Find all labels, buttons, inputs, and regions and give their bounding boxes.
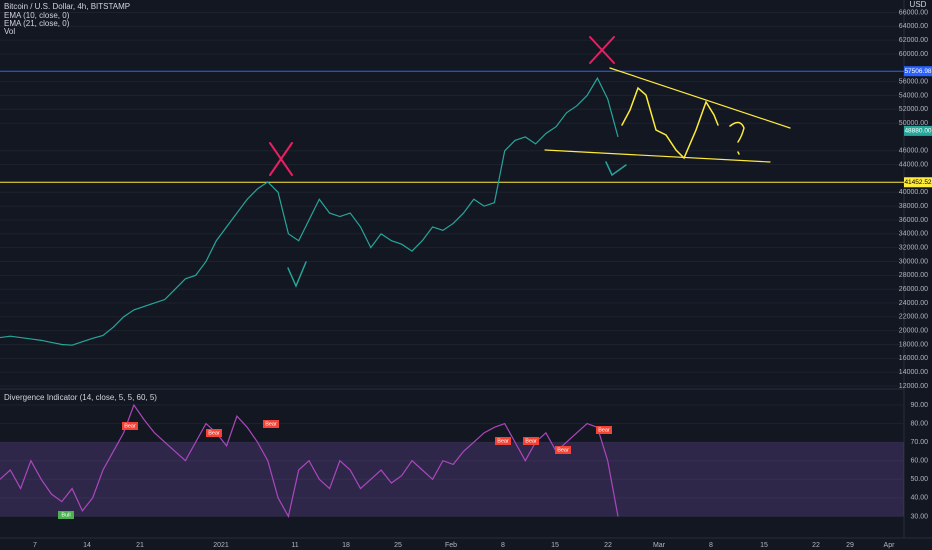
triangle bbox=[544, 67, 791, 163]
drawings bbox=[269, 36, 791, 288]
signal-label: Bear bbox=[497, 438, 509, 444]
price-tick-label: 22000.00 bbox=[899, 314, 928, 321]
osc-tick-label: 70.00 bbox=[910, 439, 928, 446]
osc-tick-label: 60.00 bbox=[910, 458, 928, 465]
signal-badge bbox=[206, 429, 222, 437]
price-tick-label: 62000.00 bbox=[899, 37, 928, 44]
price-tick-label: 60000.00 bbox=[899, 51, 928, 58]
price-tick-label: 50000.00 bbox=[899, 120, 928, 127]
time-label: 15 bbox=[551, 542, 559, 549]
price-tick-label: 44000.00 bbox=[899, 161, 928, 168]
signal-badge bbox=[596, 426, 612, 434]
time-label: 7 bbox=[33, 542, 37, 549]
time-label: Mar bbox=[653, 542, 666, 549]
time-label: 2021 bbox=[213, 542, 229, 549]
price-tick-label: 16000.00 bbox=[899, 355, 928, 362]
signal-badge bbox=[58, 511, 74, 519]
last-price-badge bbox=[904, 125, 932, 136]
time-label: 22 bbox=[604, 542, 612, 549]
price-tick-label: 26000.00 bbox=[899, 286, 928, 293]
time-label: 15 bbox=[760, 542, 768, 549]
indicator-legend: EMA (10, close, 0) bbox=[4, 11, 70, 20]
osc-tick-label: 90.00 bbox=[910, 402, 928, 409]
osc-tick-label: 30.00 bbox=[910, 513, 928, 520]
signal-badge bbox=[263, 420, 279, 428]
time-label: Apr bbox=[884, 542, 896, 549]
signal-badge bbox=[523, 437, 539, 445]
level-label: 57506.98 bbox=[904, 68, 931, 75]
signal-label: Bear bbox=[124, 423, 136, 429]
price-tick-label: 36000.00 bbox=[899, 217, 928, 224]
osc-tick-label: 80.00 bbox=[910, 420, 928, 427]
last-price-label: 48880.00 bbox=[904, 128, 931, 135]
x-mark bbox=[589, 36, 615, 64]
signal-badge bbox=[122, 422, 138, 430]
oscillator-line bbox=[0, 403, 619, 519]
time-label: 18 bbox=[342, 542, 350, 549]
price-tick-label: 12000.00 bbox=[899, 383, 928, 390]
signal-label: Bear bbox=[598, 427, 610, 433]
time-label: 11 bbox=[291, 542, 298, 549]
forecast-path bbox=[621, 86, 719, 160]
level-badge bbox=[904, 66, 932, 77]
time-label: Feb bbox=[445, 542, 457, 549]
level-badge bbox=[904, 177, 932, 188]
symbol-title: Bitcoin / U.S. Dollar, 4h, BITSTAMP bbox=[4, 2, 130, 11]
time-label: 8 bbox=[501, 542, 505, 549]
price-tick-label: 66000.00 bbox=[899, 9, 928, 16]
check-mark bbox=[287, 261, 307, 288]
time-label: 29 bbox=[846, 542, 854, 549]
price-tick-label: 40000.00 bbox=[899, 189, 928, 196]
price-tick-label: 56000.00 bbox=[899, 78, 928, 85]
level-label: 41452.52 bbox=[904, 179, 931, 186]
price-tick-label: 20000.00 bbox=[899, 328, 928, 335]
question-mark bbox=[729, 121, 745, 155]
osc-band bbox=[0, 442, 904, 517]
price-tick-label: 18000.00 bbox=[899, 341, 928, 348]
time-label: 25 bbox=[394, 542, 402, 549]
price-tick-label: 64000.00 bbox=[899, 23, 928, 30]
grid bbox=[0, 11, 904, 517]
price-tick-label: 52000.00 bbox=[899, 106, 928, 113]
price-tick-label: 30000.00 bbox=[899, 258, 928, 265]
signal-label: Bear bbox=[525, 438, 537, 444]
price-tick-label: 54000.00 bbox=[899, 92, 928, 99]
price-tick-label: 46000.00 bbox=[899, 148, 928, 155]
signal-label: Bear bbox=[265, 421, 277, 427]
indicator-legend: Vol bbox=[4, 27, 15, 36]
signal-label: Bear bbox=[208, 430, 220, 436]
x-mark bbox=[269, 142, 293, 176]
signal-label: Bear bbox=[557, 447, 569, 453]
price-tick-label: 28000.00 bbox=[899, 272, 928, 279]
marks: 12000.00 14000.00 16000.00 18000.00 20000.00… bbox=[0, 9, 932, 549]
signal-label: Bull bbox=[61, 512, 70, 518]
indicator-legend: EMA (21, close, 0) bbox=[4, 19, 70, 28]
currency: USD bbox=[910, 0, 927, 9]
time-label: 14 bbox=[83, 542, 91, 549]
time-label: 8 bbox=[709, 542, 713, 549]
oscillator-title: Divergence Indicator (14, close, 5, 5, 6… bbox=[4, 393, 157, 402]
time-label: 21 bbox=[136, 542, 144, 549]
price-tick-label: 14000.00 bbox=[899, 369, 928, 376]
osc-tick-label: 50.00 bbox=[910, 476, 928, 483]
signal-badge bbox=[495, 437, 511, 445]
check-mark bbox=[605, 161, 627, 177]
osc-tick-label: 40.00 bbox=[910, 495, 928, 502]
price-tick-label: 24000.00 bbox=[899, 300, 928, 307]
time-label: 22 bbox=[812, 542, 820, 549]
price-tick-label: 32000.00 bbox=[899, 244, 928, 251]
price-tick-label: 34000.00 bbox=[899, 231, 928, 238]
signal-badge bbox=[555, 446, 571, 454]
price-tick-label: 38000.00 bbox=[899, 203, 928, 210]
price-line bbox=[0, 76, 619, 346]
